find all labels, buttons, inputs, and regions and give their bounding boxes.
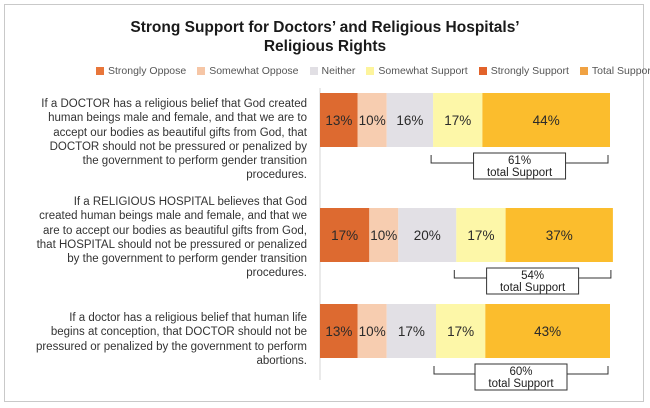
bar-segment [436,304,486,358]
bar-segment [398,208,457,262]
bar-value-label: 37% [546,228,573,243]
question-line: the government to perform gender transit… [82,155,307,168]
question-line: begins at conception, that DOCTOR should… [50,326,307,339]
question-line: by the government to perform gender tran… [67,253,307,266]
bar-segment [369,208,399,262]
legend-label: Strongly Oppose [108,65,187,77]
question-text-doctor-gender: If a DOCTOR has a religious belief that … [20,97,307,183]
legend-swatch [96,67,104,75]
legend-swatch [579,67,588,75]
legend-item-strongly-oppose: Strongly Oppose [96,65,186,77]
legend-label: Somewhat Oppose [209,65,299,77]
total-support-box [474,363,568,391]
legend-swatch [366,67,375,75]
chart-title-line-1: Strong Support for Doctors’ and Religiou… [130,19,520,36]
total-support-label: total Support [500,282,566,294]
bar-segment [320,208,370,262]
total-support-percent: 54% [521,270,544,282]
total-support-box [486,267,580,295]
bar-value-label: 13% [325,324,352,339]
legend-swatch [478,67,487,75]
bar-value-label: 10% [359,324,386,339]
total-support-percent: 60% [509,366,532,378]
total-support-label: total Support [488,378,554,390]
question-line: accept our bodies as beautiful gifts fro… [53,126,307,139]
bar-segment [433,93,483,147]
legend-item-somewhat-oppose: Somewhat Oppose [197,65,299,77]
legend-item-neither: Neither [309,65,356,77]
bar-segment [386,304,436,358]
chart-legend: Strongly Oppose Somewhat Oppose Neither … [96,65,650,77]
bar-segment [456,208,506,262]
legend-label: Somewhat Support [378,65,468,77]
chart-title-line-2: Religious Rights [263,38,387,55]
legend-label: Strongly Support [490,65,569,77]
bar-value-label: 17% [447,324,474,339]
question-text-hospital-gender: If a RELIGIOUS HOSPITAL believes that Go… [20,195,307,281]
legend-swatch [197,67,206,75]
bar-segment [386,93,434,147]
legend-label: Total Support [591,65,650,77]
total-support-box [473,152,567,180]
legend-item-somewhat-support: Somewhat Support [366,65,468,77]
bar-segment [485,304,610,358]
bar-value-label: 16% [396,113,423,128]
question-line: procedures. [246,267,307,280]
question-line: DOCTOR should not be pressured or penali… [49,140,307,153]
bar-value-label: 17% [467,228,494,243]
bar-value-label: 13% [325,113,352,128]
question-line: abortions. [256,354,307,367]
bar-value-label: 17% [331,228,358,243]
question-line: that HOSPITAL should not be pressured or… [36,238,307,251]
question-line: If a doctor has a religious belief that … [69,312,307,324]
bar-segment [482,93,610,147]
total-support-percent: 61% [508,155,531,167]
bar-segment [357,304,387,358]
bar-value-label: 20% [414,228,441,243]
question-text-doctor-abortion: If a doctor has a religious belief that … [20,311,307,368]
bar-segment [320,93,358,147]
question-line: human beings male and female, and that w… [48,112,307,125]
legend-label: Neither [321,65,356,77]
bar-value-label: 10% [359,113,386,128]
question-line: are to accept our bodies as beautiful gi… [42,224,307,237]
legend-swatch [309,67,318,75]
bar-value-label: 10% [370,228,397,243]
bar-value-label: 17% [444,113,471,128]
bar-value-label: 43% [534,324,561,339]
bar-value-label: 17% [398,324,425,339]
bar-value-label: 44% [533,113,560,128]
bar-segment [505,208,613,262]
question-line: pressured or penalized by the government… [35,340,307,353]
bar-segment [357,93,387,147]
question-line: If a DOCTOR has a religious belief that … [41,98,307,110]
bar-segment [320,304,358,358]
chart-title: Strong Support for Doctors’ and Religiou… [0,18,650,56]
question-line: created human beings male and female, an… [39,210,307,223]
legend-item-strongly-support: Strongly Support [478,65,569,77]
legend-item-total-support: Total Support [579,65,650,77]
total-support-label: total Support [487,167,553,179]
question-line: procedures. [246,169,307,182]
question-line: If a RELIGIOUS HOSPITAL believes that Go… [73,196,307,208]
